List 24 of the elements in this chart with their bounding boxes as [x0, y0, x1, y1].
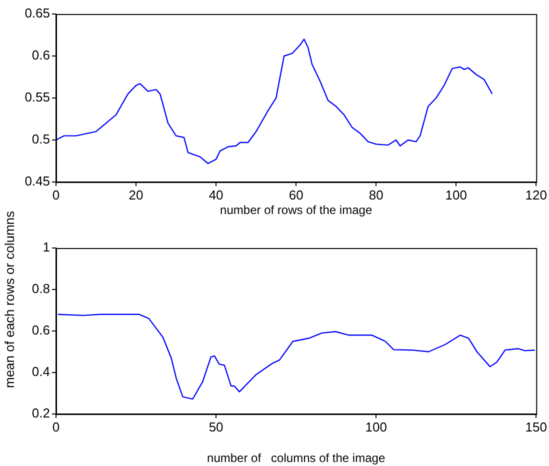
y-tick-label: 0.6 [32, 322, 50, 338]
x-axis-title: number of rows of the image [220, 203, 372, 218]
y-tick-label: 0.6 [32, 48, 50, 63]
y-tick-label: 0.2 [32, 406, 50, 421]
x-tick-label: 100 [365, 419, 387, 434]
y-tick-label: 0.45 [24, 174, 50, 189]
x-axis-title: number of columns of the image [207, 451, 386, 466]
x-tick-label: 150 [525, 419, 548, 434]
x-tick-label: 0 [52, 419, 60, 434]
y-axis-title: mean of each rows or columns [2, 210, 17, 388]
x-tick-label: 120 [525, 187, 548, 202]
x-tick-label: 80 [368, 187, 384, 202]
x-tick-label: 0 [52, 187, 60, 202]
x-tick-label: 60 [288, 187, 304, 202]
y-tick-label: 0.55 [24, 90, 50, 105]
x-tick-label: 40 [208, 187, 224, 202]
y-tick-label: 0.4 [32, 364, 50, 380]
y-tick-label: 0.5 [32, 132, 50, 147]
y-tick-label: 1 [42, 240, 50, 255]
x-tick-label: 20 [128, 187, 144, 202]
y-tick-label: 0.65 [24, 6, 50, 21]
y-tick-label: 0.8 [32, 281, 50, 296]
x-tick-label: 50 [208, 419, 224, 434]
x-tick-label: 100 [445, 187, 467, 202]
